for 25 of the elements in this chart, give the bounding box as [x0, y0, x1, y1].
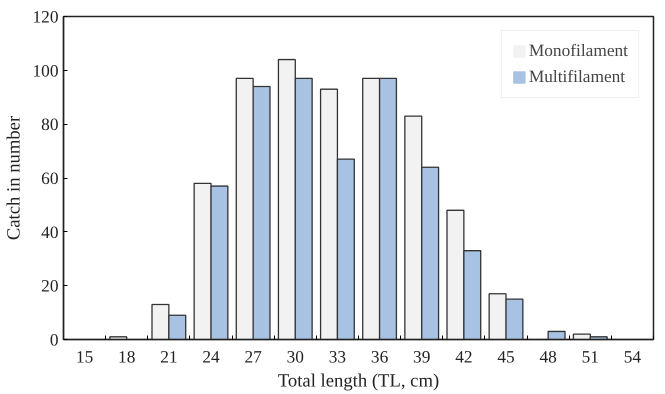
x-tick-label: 48 [539, 348, 557, 366]
x-tick-label: 42 [455, 348, 473, 366]
y-tick-label: 60 [41, 169, 58, 188]
y-tick-label: 20 [41, 276, 58, 296]
x-tick-label: 45 [497, 348, 515, 366]
legend-label: Monofilament [528, 41, 628, 61]
y-tick-label: 100 [32, 61, 59, 80]
x-axis-title: Total length (TL, cm) [278, 370, 440, 392]
x-tick-label: 30 [286, 348, 304, 366]
y-tick-label: 80 [41, 115, 58, 134]
y-axis-title: Catch in number [4, 115, 25, 240]
x-tick-label: 54 [624, 348, 642, 366]
x-tick-label: 24 [202, 348, 220, 366]
x-tick-label: 36 [370, 348, 389, 366]
y-tick-label: 0 [50, 330, 59, 350]
x-tick-label: 39 [413, 348, 430, 366]
x-tick-label: 51 [582, 348, 599, 366]
x-tick-label: 27 [244, 348, 262, 366]
x-tick-label: 18 [118, 348, 136, 366]
y-tick-label: 120 [32, 8, 59, 26]
x-tick-label: 21 [160, 348, 178, 366]
x-tick-label: 33 [328, 348, 346, 366]
y-tick-label: 40 [41, 222, 58, 242]
x-tick-label: 15 [76, 348, 94, 366]
legend-label: Multifilament [528, 67, 626, 87]
